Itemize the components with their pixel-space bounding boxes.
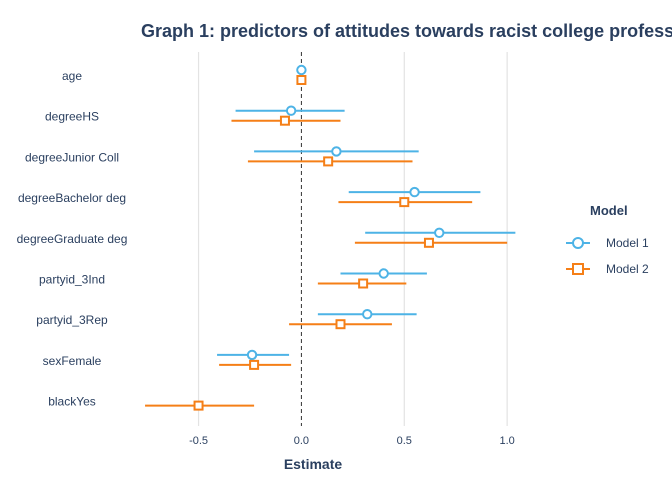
estimate-point xyxy=(296,64,307,76)
x-axis-title: Estimate xyxy=(284,456,343,472)
legend-marker xyxy=(572,237,584,249)
legend-title: Model xyxy=(590,203,628,218)
legend-marker xyxy=(572,263,584,275)
estimate-point xyxy=(246,349,258,361)
x-tick-labels: -0.5 0.0 0.5 1.0 xyxy=(189,435,515,447)
estimate-point xyxy=(423,237,434,248)
category-label: degreeHS xyxy=(45,110,99,124)
estimate-point xyxy=(362,309,373,320)
estimate-point xyxy=(434,227,445,239)
estimate-point xyxy=(335,319,346,330)
estimate-point xyxy=(409,186,420,198)
grid-lines xyxy=(197,52,508,426)
category-label: degreeJunior Coll xyxy=(25,150,119,164)
estimate-point xyxy=(378,268,389,279)
legend: Model Model 1 Model 2 xyxy=(566,203,649,276)
estimate-point xyxy=(358,278,369,289)
estimate-point xyxy=(331,146,342,157)
x-tick-label: 0.5 xyxy=(397,435,412,447)
x-tick-label: 0.0 xyxy=(294,435,309,447)
estimate-point xyxy=(296,75,307,85)
chart-title: Graph 1: predictors of attitudes towards… xyxy=(141,21,672,41)
category-label: partyid_3Ind xyxy=(39,273,105,287)
estimate-point xyxy=(249,359,260,370)
x-tick-label: -0.5 xyxy=(189,435,208,447)
category-label: sexFemale xyxy=(43,354,102,368)
category-label: partyid_3Rep xyxy=(36,313,108,327)
estimate-point xyxy=(323,156,334,167)
legend-label: Model 2 xyxy=(606,262,649,276)
estimate-point xyxy=(399,197,410,208)
category-label: age xyxy=(62,69,82,83)
legend-label: Model 1 xyxy=(606,236,649,250)
category-label: blackYes xyxy=(48,395,96,409)
estimate-point xyxy=(285,105,297,116)
estimate-point xyxy=(193,400,204,411)
x-tick-label: 1.0 xyxy=(499,435,514,447)
category-label: degreeGraduate deg xyxy=(17,232,128,246)
category-labels: age degreeHS degreeJunior Coll degreeBachel… xyxy=(17,69,128,409)
estimate-point xyxy=(279,115,290,126)
category-label: degreeBachelor deg xyxy=(18,191,126,205)
estimate-marks xyxy=(145,64,516,411)
